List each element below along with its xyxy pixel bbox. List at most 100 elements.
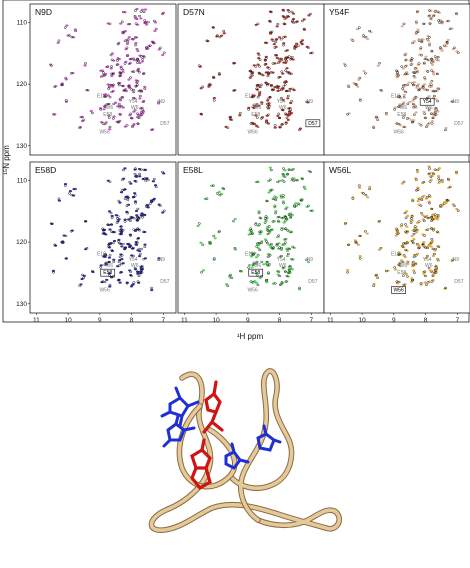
reference-peak (419, 124, 423, 127)
reference-peak (417, 39, 421, 42)
reference-peak (423, 215, 427, 219)
reference-peak (53, 243, 57, 246)
mutant-peak (198, 65, 202, 68)
reference-peak (135, 112, 139, 115)
mutant-peak (130, 117, 134, 120)
reference-peak (284, 58, 288, 61)
reference-peak (294, 20, 298, 24)
reference-peak (287, 213, 291, 216)
mutant-peak (118, 201, 122, 204)
reference-peak (361, 34, 365, 37)
reference-peak (346, 271, 350, 274)
mutant-peak (402, 93, 406, 97)
reference-peak (255, 84, 259, 87)
reference-peak (280, 58, 284, 62)
reference-peak (132, 281, 136, 284)
reference-peak (282, 85, 286, 88)
reference-peak (136, 207, 140, 211)
mutant-peak (123, 167, 127, 170)
reference-peak (451, 100, 455, 103)
reference-peak (209, 241, 212, 244)
reference-peak (411, 102, 415, 106)
reference-peak (123, 88, 127, 92)
reference-peak (403, 53, 407, 57)
reference-peak (123, 39, 127, 42)
reference-peak (138, 229, 141, 232)
reference-peak (64, 99, 68, 102)
reference-peak (393, 266, 397, 269)
reference-peak (277, 112, 281, 115)
mutant-peak (291, 12, 296, 15)
mutant-peak (279, 248, 284, 251)
reference-peak (413, 71, 417, 74)
mutant-peak (417, 244, 421, 247)
residue-box (248, 268, 264, 277)
mutant-peak (199, 241, 203, 244)
reference-peak (289, 216, 293, 219)
reference-peak (284, 80, 288, 83)
reference-peak (247, 266, 251, 269)
residue-label-e58: E58 (103, 112, 112, 118)
mutant-peak (133, 192, 137, 195)
reference-peak (252, 103, 256, 106)
mutant-peak (416, 28, 420, 31)
reference-peak (238, 269, 242, 273)
mutant-peak (273, 85, 277, 89)
mutant-peak (428, 82, 433, 85)
mutant-peak (346, 268, 350, 272)
reference-peak (217, 72, 221, 75)
mutant-peak (369, 31, 373, 34)
reference-peak (162, 209, 166, 212)
reference-peak (283, 270, 287, 273)
mutant-peak (57, 199, 61, 202)
mutant-peak (286, 97, 290, 100)
mutant-peak (376, 64, 380, 67)
reference-peak (289, 72, 293, 76)
mutant-peak (415, 171, 420, 174)
panel-label: D57N (183, 7, 205, 17)
reference-peak (423, 112, 427, 115)
reference-peak (152, 177, 156, 181)
mutant-peak (433, 108, 437, 112)
reference-peak (141, 72, 145, 76)
residue-label-w6: W6 (425, 105, 433, 111)
mutant-peak (107, 256, 112, 259)
reference-peak (139, 213, 143, 216)
reference-peak (136, 280, 140, 283)
reference-peak (256, 22, 260, 25)
reference-peak (130, 283, 134, 286)
mutant-peak (294, 202, 298, 205)
mutant-peak (141, 54, 146, 58)
mutant-peak (254, 114, 258, 117)
mutant-peak (418, 197, 422, 200)
mutant-peak (259, 230, 263, 233)
reference-peak (277, 215, 281, 219)
reference-peak (404, 223, 407, 226)
reference-peak (265, 82, 268, 85)
mutant-peak (281, 72, 285, 75)
reference-peak (288, 264, 292, 268)
reference-peak (131, 96, 135, 100)
reference-peak (280, 70, 284, 73)
reference-peak (446, 177, 450, 181)
reference-peak (452, 204, 456, 207)
mutant-peak (222, 32, 226, 35)
residue-label-y54: Y54 (423, 99, 432, 105)
residue-label-n9: N9 (307, 257, 314, 263)
reference-peak (438, 179, 442, 182)
reference-peak (255, 245, 259, 248)
mutant-peak (427, 95, 431, 98)
reference-peak (428, 202, 431, 205)
mutant-peak (161, 211, 165, 214)
reference-peak (110, 72, 114, 75)
reference-peak (364, 35, 368, 39)
mutant-peak (134, 209, 139, 213)
reference-peak (136, 58, 140, 61)
reference-peak (310, 51, 314, 54)
reference-peak (257, 211, 261, 215)
mutant-peak (403, 272, 407, 275)
reference-peak (413, 67, 417, 70)
reference-peak (201, 243, 205, 246)
